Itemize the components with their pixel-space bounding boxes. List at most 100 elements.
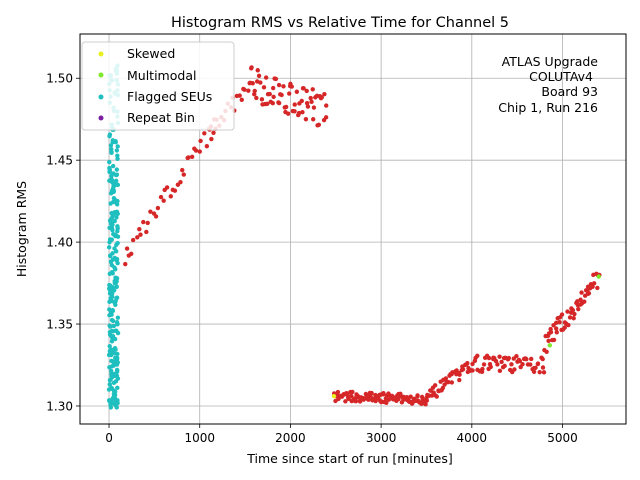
cluster-point — [109, 220, 115, 226]
data-point — [239, 97, 244, 103]
cluster-point — [111, 195, 117, 201]
data-point — [582, 299, 587, 304]
x-axis-label: Time since start of run [minutes] — [246, 451, 452, 466]
cluster-point — [106, 245, 112, 250]
cluster-point — [113, 355, 118, 361]
data-point — [481, 362, 487, 367]
cluster-point — [107, 291, 113, 296]
cluster-point — [114, 319, 120, 325]
data-point — [440, 385, 446, 391]
data-point — [381, 390, 386, 396]
data-point — [535, 361, 541, 366]
cluster-point — [107, 307, 112, 312]
data-point — [475, 353, 480, 358]
cluster-point — [112, 232, 117, 237]
annotation-line-4: Chip 1, Run 216 — [498, 100, 598, 115]
data-point — [497, 354, 502, 359]
cluster-point — [109, 147, 114, 152]
data-point — [130, 237, 136, 243]
cluster-point — [115, 260, 120, 266]
data-point — [384, 400, 389, 405]
data-point — [514, 354, 519, 359]
data-point — [323, 115, 329, 120]
series-point — [547, 343, 553, 348]
data-point — [255, 68, 260, 73]
cluster-point — [113, 302, 118, 307]
data-point — [572, 311, 577, 317]
data-point — [343, 399, 348, 404]
data-point — [528, 362, 533, 367]
data-point — [137, 226, 142, 232]
cluster-point — [110, 318, 116, 324]
cluster-point — [110, 359, 115, 364]
data-point — [285, 111, 291, 116]
data-point — [267, 91, 272, 97]
data-point — [144, 229, 149, 235]
cluster-point — [107, 330, 113, 335]
data-point — [531, 369, 537, 374]
legend-marker-skewed — [98, 51, 104, 57]
data-point — [567, 315, 573, 320]
y-tick-label: 1.50 — [46, 72, 73, 86]
annotation-line-2: COLUTAv4 — [529, 69, 593, 84]
data-point — [193, 148, 199, 153]
data-point — [353, 399, 359, 404]
data-point — [123, 261, 128, 267]
y-tick-label: 1.45 — [46, 154, 73, 168]
data-point — [517, 358, 523, 364]
cluster-point — [107, 299, 112, 304]
data-point — [434, 394, 439, 399]
data-point — [524, 357, 529, 362]
data-point — [595, 285, 600, 291]
data-point — [350, 389, 355, 395]
data-point — [271, 94, 276, 100]
data-point — [259, 97, 265, 102]
data-point — [486, 355, 492, 361]
cluster-point — [109, 263, 115, 268]
data-point — [270, 101, 275, 106]
cluster-point — [114, 279, 119, 284]
data-point — [446, 379, 451, 385]
data-point — [497, 368, 503, 374]
cluster-point — [112, 246, 117, 251]
data-point — [124, 246, 130, 251]
data-point — [186, 155, 191, 160]
cluster-point — [110, 211, 115, 217]
cluster-point — [111, 380, 117, 385]
cluster-point — [115, 156, 120, 161]
cluster-point — [108, 253, 113, 259]
data-point — [289, 84, 294, 89]
data-point — [432, 383, 438, 388]
data-point — [204, 143, 210, 149]
data-point — [520, 362, 525, 367]
data-point — [470, 368, 475, 373]
cluster-point — [107, 323, 112, 328]
data-point — [249, 65, 254, 70]
x-tick-label: 0 — [105, 431, 113, 445]
x-tick-label: 1000 — [184, 431, 215, 445]
cluster-point — [111, 199, 117, 205]
legend-marker-flagged-seus — [98, 94, 104, 100]
data-point — [363, 391, 369, 397]
cluster-point — [115, 360, 120, 365]
data-point — [562, 325, 567, 330]
cluster-point — [114, 172, 120, 177]
data-point — [495, 362, 500, 367]
data-point — [548, 329, 554, 335]
data-point — [554, 330, 559, 335]
data-point — [554, 326, 559, 331]
data-point — [305, 104, 311, 109]
data-point — [168, 194, 173, 199]
data-point — [415, 394, 420, 399]
cluster-point — [111, 323, 116, 329]
cluster-point — [107, 159, 112, 165]
data-point — [158, 194, 164, 200]
data-point — [189, 154, 195, 159]
data-point — [551, 337, 557, 343]
data-point — [296, 110, 302, 116]
data-point — [571, 316, 576, 321]
cluster-point — [113, 298, 118, 304]
data-point — [310, 87, 315, 92]
cluster-point — [112, 372, 118, 377]
data-point — [237, 93, 242, 98]
